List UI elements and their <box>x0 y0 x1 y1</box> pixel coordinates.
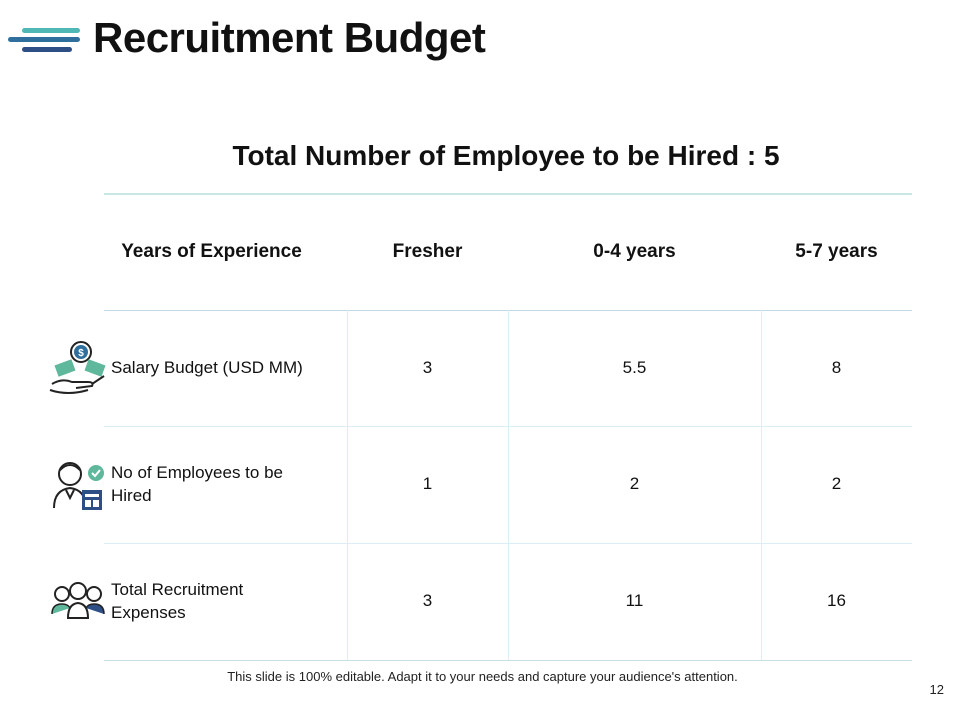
header-5-7-years: 5-7 years <box>795 240 878 262</box>
logo-bars-icon <box>8 28 80 54</box>
table-cell: 2 <box>629 474 640 494</box>
table-cell: 1 <box>422 474 433 494</box>
table-bottom-rule <box>104 660 912 661</box>
employee-check-icon <box>53 462 104 510</box>
column-divider <box>508 310 509 660</box>
table-subtitle: Total Number of Employee to be Hired : 5 <box>232 140 780 171</box>
table-cell: 5.5 <box>622 357 647 377</box>
slide-title: Recruitment Budget <box>93 14 486 61</box>
column-divider <box>761 310 762 660</box>
money-hand-icon: $ <box>49 341 106 394</box>
table-top-rule <box>104 193 912 195</box>
table-cell: 8 <box>831 357 842 377</box>
table-cell: 2 <box>831 474 842 494</box>
table-cell: 3 <box>422 591 433 611</box>
row-label-salary-budget: Salary Budget (USD MM) <box>111 357 303 377</box>
table-cell: 3 <box>422 357 433 377</box>
team-people-icon <box>51 582 105 619</box>
svg-text:$: $ <box>78 348 84 359</box>
header-fresher: Fresher <box>392 240 463 262</box>
table-cell: 11 <box>625 591 644 611</box>
page-number: 12 <box>929 682 944 697</box>
row-label-employees-hired: No of Employees to be Hired <box>111 462 283 505</box>
table-cell: 16 <box>827 591 846 611</box>
footer-note: This slide is 100% editable. Adapt it to… <box>227 669 738 684</box>
column-divider <box>347 310 348 660</box>
budget-table: Years of Experience Fresher 0-4 years 5-… <box>104 193 912 661</box>
header-0-4-years: 0-4 years <box>593 240 676 262</box>
header-years-of-experience: Years of Experience <box>121 240 302 262</box>
row-label-total-recruitment-expenses: Total Recruitment Expenses <box>111 579 244 622</box>
